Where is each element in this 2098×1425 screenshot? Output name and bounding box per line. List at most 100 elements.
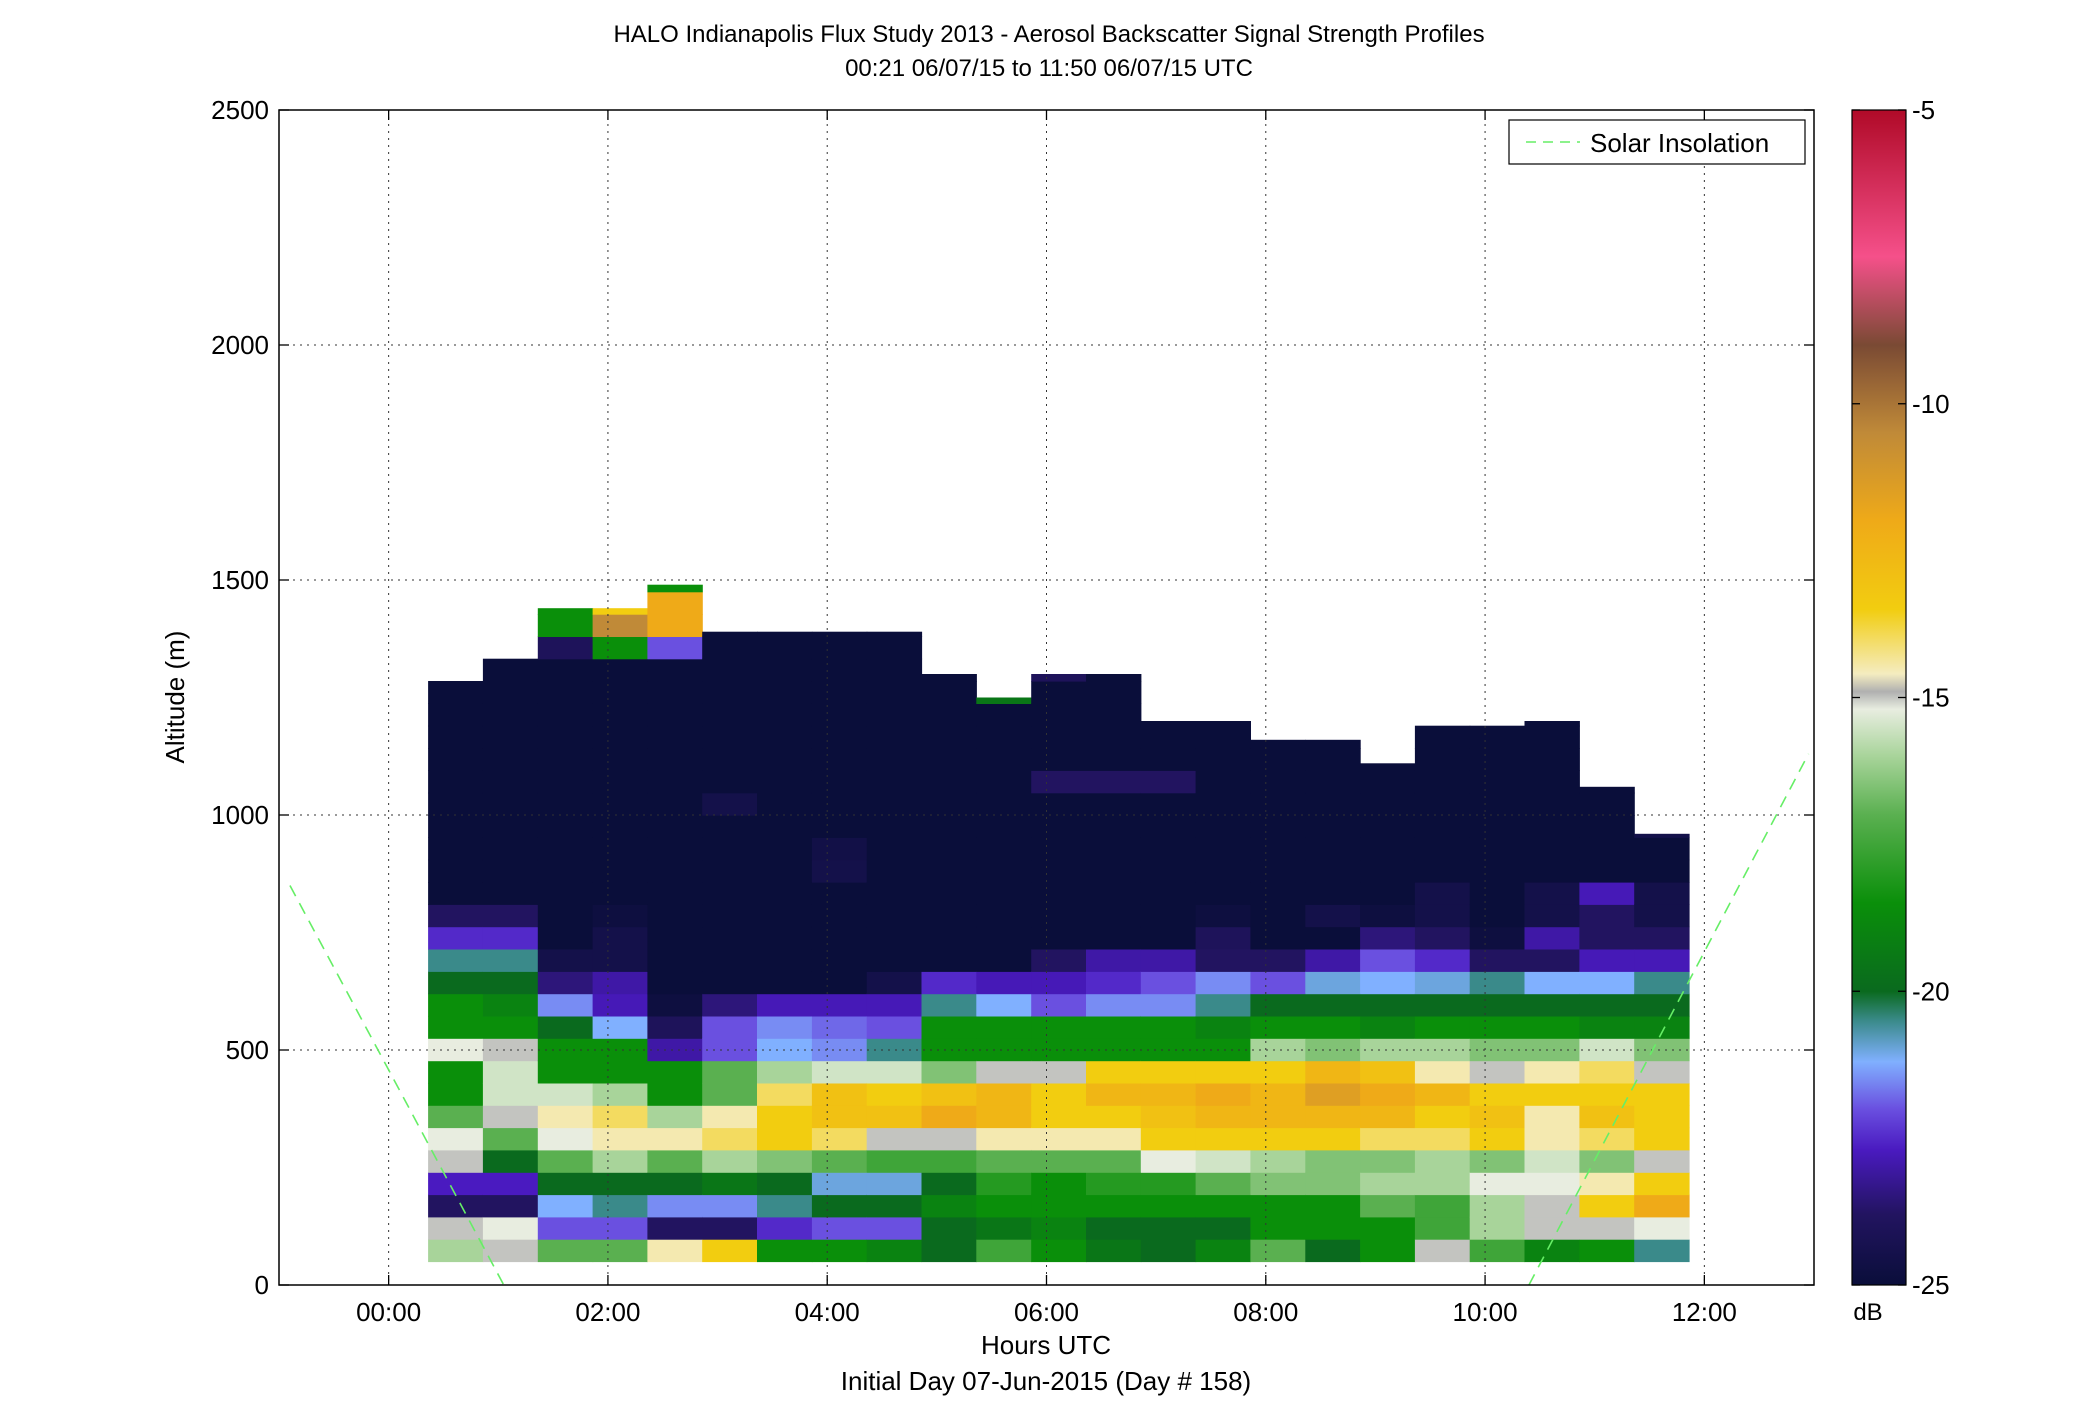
heatmap-cell <box>482 971 539 995</box>
heatmap-cell <box>1250 949 1306 972</box>
heatmap-cell <box>757 770 813 794</box>
heatmap-cell <box>647 1060 703 1084</box>
heatmap-cell <box>1140 815 1197 838</box>
heatmap-cell <box>428 926 484 950</box>
heatmap-cell <box>1140 1239 1197 1263</box>
heatmap-cell <box>1086 703 1142 727</box>
x-axis-label: Hours UTC <box>981 1330 1111 1360</box>
heatmap-cell <box>976 1149 1032 1173</box>
heatmap-cell <box>1469 770 1526 794</box>
heatmap-cell <box>757 971 813 995</box>
heatmap-cell <box>1250 1172 1306 1196</box>
heatmap-cell <box>1031 703 1087 727</box>
heatmap-cell <box>647 1239 703 1263</box>
heatmap-cell <box>1305 949 1361 972</box>
heatmap-cell <box>811 636 868 660</box>
heatmap-cell <box>1031 926 1087 950</box>
heatmap-cell <box>1360 1172 1416 1196</box>
heatmap-cell <box>1250 1194 1306 1218</box>
heatmap-cell <box>482 949 539 972</box>
heatmap-cell <box>428 1082 484 1106</box>
heatmap-cell <box>1414 1149 1471 1173</box>
heatmap-cell <box>1305 1015 1361 1039</box>
heatmap-cell <box>1579 1149 1635 1173</box>
heatmap-cell <box>592 1194 648 1218</box>
heatmap-cell <box>1031 1060 1087 1084</box>
heatmap-cell <box>921 1082 977 1106</box>
heatmap-cell <box>1195 1149 1251 1173</box>
heatmap-cell <box>1086 993 1142 1017</box>
heatmap-cell <box>1579 1216 1635 1240</box>
heatmap-cell <box>1469 815 1526 838</box>
heatmap-cell <box>592 926 648 950</box>
heatmap-cell <box>428 971 484 995</box>
y-tick-label: 500 <box>226 1035 269 1065</box>
heatmap-cell <box>1469 792 1526 816</box>
heatmap-cell <box>647 681 703 704</box>
heatmap-cell <box>1579 1127 1635 1151</box>
heatmap-cell <box>811 1172 868 1196</box>
heatmap-cell <box>537 1105 594 1129</box>
heatmap-cell <box>647 904 703 928</box>
heatmap-cell <box>1140 1015 1197 1039</box>
heatmap-cell <box>1195 926 1251 950</box>
heatmap-cell <box>976 1015 1032 1039</box>
heatmap-cell <box>866 1239 923 1263</box>
heatmap-cell <box>647 591 703 615</box>
heatmap-cell <box>1031 1105 1087 1129</box>
heatmap-cell <box>592 1239 648 1263</box>
heatmap-cell <box>428 1015 484 1039</box>
heatmap-cell <box>702 636 758 660</box>
heatmap-cell <box>1634 1172 1690 1196</box>
heatmap-cell <box>1414 748 1471 771</box>
heatmap-cell <box>1305 1149 1361 1173</box>
heatmap-cell <box>1250 748 1306 771</box>
heatmap-cell <box>1031 1149 1087 1173</box>
heatmap-cell <box>1140 971 1197 995</box>
heatmap-cell <box>1634 1082 1690 1106</box>
heatmap-cell <box>537 1060 594 1084</box>
colorbar-label: dB <box>1853 1299 1882 1326</box>
heatmap-cell <box>1524 949 1580 972</box>
colorbar-tick-label: -25 <box>1912 1270 1950 1300</box>
heatmap-cell <box>482 1015 539 1039</box>
heatmap-cell <box>1031 1239 1087 1263</box>
heatmap-cell <box>1524 859 1580 883</box>
heatmap-cell <box>1524 770 1580 794</box>
heatmap-cell <box>537 926 594 950</box>
heatmap-cell <box>1305 993 1361 1017</box>
heatmap-cell <box>1195 1082 1251 1106</box>
heatmap-cell <box>811 1149 868 1173</box>
heatmap-cell <box>1360 1216 1416 1240</box>
heatmap-cell <box>482 926 539 950</box>
heatmap-cell <box>647 725 703 749</box>
heatmap-cell <box>1031 815 1087 838</box>
heatmap-cell <box>647 792 703 816</box>
heatmap-cell <box>1524 721 1580 727</box>
heatmap-cell <box>811 1105 868 1129</box>
heatmap-cell <box>1634 1105 1690 1129</box>
heatmap-cell <box>1031 1194 1087 1218</box>
heatmap-cell <box>1250 815 1306 838</box>
heatmap-cell <box>976 1172 1032 1196</box>
heatmap-cell <box>921 703 977 727</box>
heatmap-cell <box>592 614 648 637</box>
heatmap-cell <box>1031 993 1087 1017</box>
heatmap-cell <box>1140 792 1197 816</box>
heatmap-cell <box>1031 904 1087 928</box>
heatmap-cell <box>1469 1127 1526 1151</box>
heatmap-cell <box>866 658 923 682</box>
heatmap-cell <box>1579 926 1635 950</box>
heatmap-cell <box>1360 792 1416 816</box>
heatmap-cell <box>647 1172 703 1196</box>
heatmap-cell <box>1195 904 1251 928</box>
heatmap-cell <box>921 1127 977 1151</box>
heatmap-cell <box>1414 1239 1471 1263</box>
heatmap-cell <box>537 949 594 972</box>
heatmap-cell <box>976 859 1032 883</box>
heatmap-cell <box>1140 1127 1197 1151</box>
y-axis-label: Altitude (m) <box>160 631 190 764</box>
heatmap-cell <box>1086 815 1142 838</box>
heatmap-cell <box>428 1239 484 1263</box>
heatmap-cell <box>592 815 648 838</box>
